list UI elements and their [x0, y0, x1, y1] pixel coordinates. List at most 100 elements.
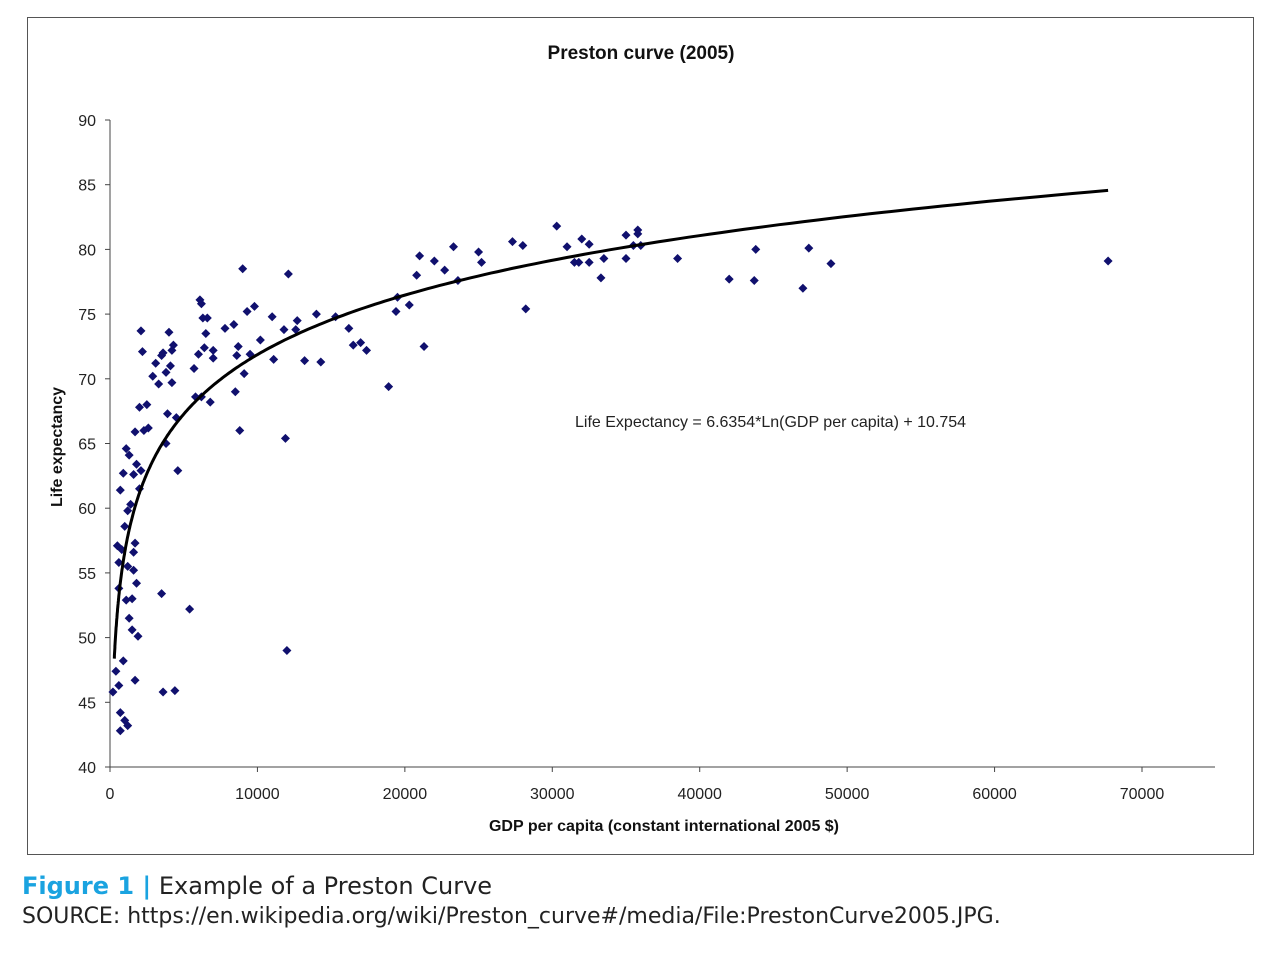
data-point — [235, 426, 245, 436]
data-point — [151, 358, 161, 368]
data-point — [133, 631, 143, 641]
data-point — [292, 316, 302, 326]
data-point — [129, 565, 139, 575]
data-point — [173, 466, 183, 476]
data-point — [208, 345, 218, 355]
figure-label: Figure 1 | — [22, 872, 152, 900]
data-point — [123, 506, 133, 516]
data-point — [121, 444, 131, 454]
data-point — [673, 253, 683, 263]
data-point — [136, 326, 146, 336]
data-point — [114, 558, 124, 568]
data-point — [127, 594, 137, 604]
figure-title: Example of a Preston Curve — [158, 872, 493, 900]
data-point — [148, 371, 158, 381]
data-point — [283, 269, 293, 279]
data-point — [238, 264, 248, 274]
data-point — [440, 265, 450, 275]
data-point — [132, 578, 142, 588]
data-point — [230, 387, 240, 397]
data-point — [130, 675, 140, 685]
x-tick-label: 60000 — [972, 786, 1017, 803]
data-point — [123, 561, 133, 571]
data-point — [574, 257, 584, 267]
data-point — [162, 409, 172, 419]
data-point — [362, 345, 372, 355]
data-point — [139, 426, 149, 436]
x-tick-label: 40000 — [677, 786, 722, 803]
data-point — [239, 369, 249, 379]
x-tick-label: 20000 — [383, 786, 428, 803]
data-point — [164, 327, 174, 337]
data-point — [132, 459, 142, 469]
data-point — [348, 340, 358, 350]
y-tick-label: 50 — [78, 631, 96, 648]
data-point — [129, 547, 139, 557]
data-point — [130, 538, 140, 548]
data-point — [158, 348, 168, 358]
data-point — [123, 721, 133, 731]
data-point — [724, 274, 734, 284]
data-point — [168, 340, 178, 350]
data-point — [170, 686, 180, 696]
data-point — [412, 270, 422, 280]
data-point — [142, 400, 152, 410]
data-point — [121, 595, 131, 605]
data-point — [195, 295, 205, 305]
data-point — [621, 230, 631, 240]
data-point — [165, 361, 175, 371]
data-point — [208, 353, 218, 363]
data-point — [220, 323, 230, 333]
data-point — [229, 319, 239, 329]
data-point — [161, 367, 171, 377]
trendline-equation: Life Expectancy = 6.6354*Ln(GDP per capi… — [575, 414, 966, 431]
data-point — [114, 680, 124, 690]
data-point — [124, 450, 134, 460]
data-point — [118, 656, 128, 666]
data-point — [562, 242, 572, 252]
data-point — [311, 309, 321, 319]
data-point — [115, 485, 125, 495]
chart-title: Preston curve (2005) — [548, 43, 735, 64]
data-point — [279, 325, 289, 335]
data-point — [356, 338, 366, 348]
data-point — [419, 341, 429, 351]
data-point — [158, 687, 168, 697]
data-point — [136, 466, 146, 476]
x-axis-label: GDP per capita (constant international 2… — [489, 818, 839, 835]
data-point — [154, 379, 164, 389]
data-point — [129, 470, 139, 480]
data-point — [269, 354, 279, 364]
data-point — [280, 433, 290, 443]
data-point — [584, 257, 594, 267]
data-point — [749, 275, 759, 285]
y-tick-label: 75 — [78, 307, 96, 324]
x-tick-label: 0 — [106, 786, 115, 803]
data-point — [621, 253, 631, 263]
y-tick-label: 80 — [78, 242, 96, 259]
data-point — [391, 307, 401, 317]
y-tick-label: 55 — [78, 566, 96, 583]
y-tick-label: 70 — [78, 372, 96, 389]
data-point — [124, 613, 134, 623]
data-point — [596, 273, 606, 283]
data-point — [242, 307, 252, 317]
data-point — [198, 313, 208, 323]
data-point — [185, 604, 195, 614]
data-point — [157, 589, 167, 599]
data-point — [249, 301, 259, 311]
y-tick-label: 65 — [78, 437, 96, 454]
data-point — [205, 397, 215, 407]
x-tick-label: 70000 — [1120, 786, 1165, 803]
data-point — [584, 239, 594, 249]
data-point — [300, 356, 310, 366]
data-point — [449, 242, 459, 252]
data-point — [577, 234, 587, 244]
data-point — [474, 247, 484, 257]
data-point — [267, 312, 277, 322]
data-point — [798, 283, 808, 293]
data-point — [1103, 256, 1113, 266]
data-point — [134, 402, 144, 412]
y-axis-label: Life expectancy — [49, 387, 66, 507]
data-point — [120, 521, 130, 531]
